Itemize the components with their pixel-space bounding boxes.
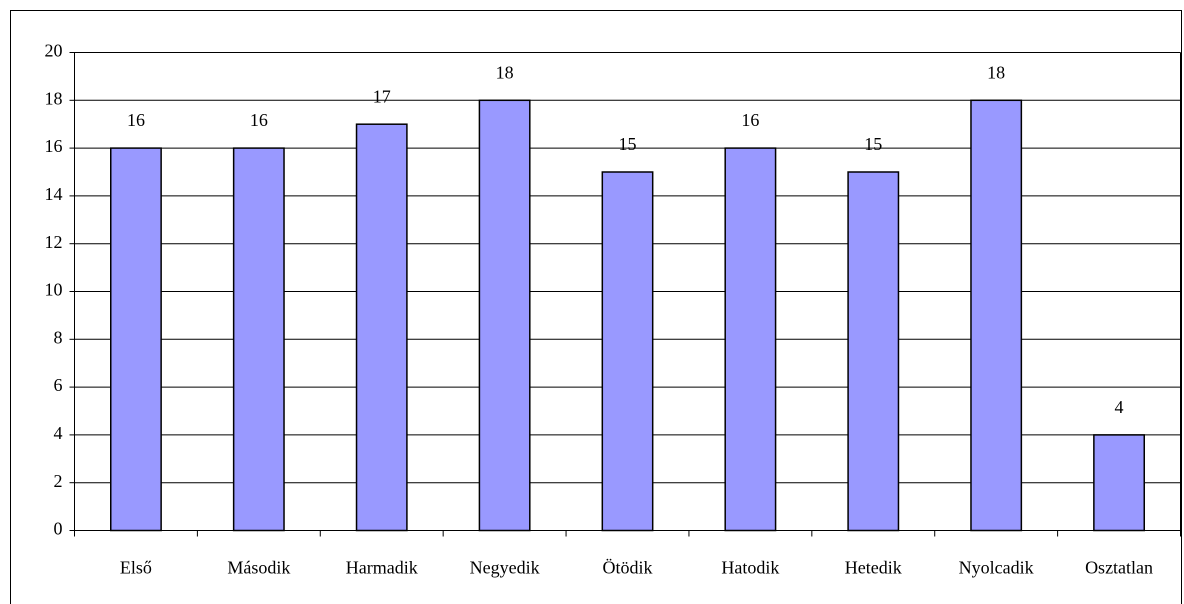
y-tick-label: 18 <box>45 88 63 108</box>
data-label: 15 <box>619 134 637 154</box>
bar <box>232 147 285 532</box>
x-tick-label: Negyedik <box>470 558 540 578</box>
data-label: 16 <box>250 110 268 130</box>
y-tick-label: 6 <box>54 375 63 395</box>
data-label: 16 <box>127 110 145 130</box>
data-label: 15 <box>864 134 882 154</box>
data-label: 18 <box>987 62 1005 82</box>
bar <box>1093 434 1145 532</box>
y-tick-label: 16 <box>45 136 63 156</box>
bar <box>110 147 162 532</box>
data-label: 18 <box>496 62 514 82</box>
data-label: 4 <box>1115 397 1124 417</box>
data-label: 16 <box>741 110 759 130</box>
bar <box>601 171 654 532</box>
x-tick-label: Ötödik <box>602 558 652 578</box>
x-tick-label: Első <box>120 558 152 578</box>
y-tick-label: 14 <box>45 184 63 204</box>
bar <box>724 147 777 532</box>
x-tick-label: Harmadik <box>346 558 418 578</box>
y-tick-label: 20 <box>45 41 63 61</box>
bar <box>478 99 531 532</box>
y-tick-label: 8 <box>54 327 63 347</box>
bar <box>355 123 408 532</box>
y-tick-label: 4 <box>54 423 63 443</box>
y-tick-label: 10 <box>45 280 63 300</box>
y-tick-label: 0 <box>54 519 63 539</box>
x-tick-label: Második <box>227 558 290 578</box>
x-tick-label: Hatodik <box>721 558 779 578</box>
bar <box>970 99 1023 532</box>
x-tick-label: Nyolcadik <box>959 558 1034 578</box>
x-tick-label: Hetedik <box>845 558 902 578</box>
x-tick-label: Osztatlan <box>1085 558 1153 578</box>
bar <box>847 171 900 532</box>
y-tick-label: 12 <box>45 232 63 252</box>
y-tick-label: 2 <box>54 471 63 491</box>
data-label: 17 <box>373 86 391 106</box>
